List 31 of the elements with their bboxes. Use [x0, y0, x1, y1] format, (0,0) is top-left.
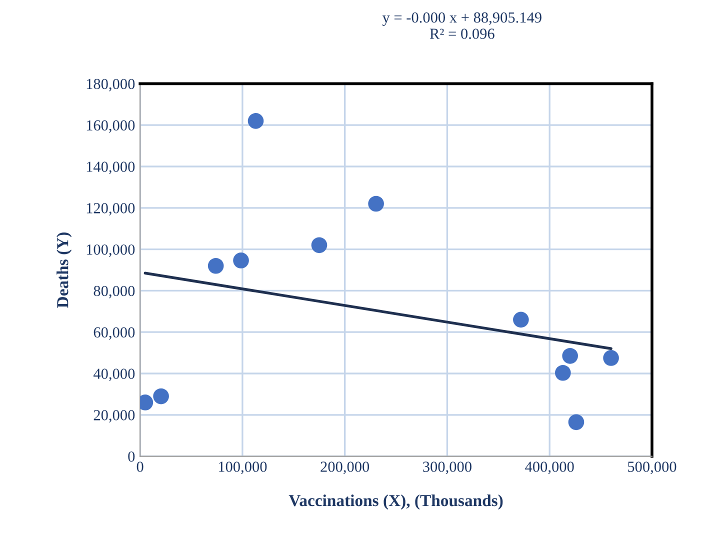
- y-tick-label: 60,000: [94, 327, 135, 340]
- point: [311, 237, 328, 254]
- y-tick-label: 100,000: [86, 244, 135, 257]
- x-tick-label: 300,000: [423, 462, 472, 474]
- y-tick-label: 40,000: [93, 368, 135, 382]
- text: R² = 0.096: [430, 28, 494, 39]
- x-tick-label: 500,000: [628, 462, 676, 474]
- y-tick-label: 120,000: [86, 203, 135, 216]
- y-axis-title: Deaths (Y): [56, 232, 72, 308]
- point: [233, 252, 249, 268]
- x-tick-label: 200,000: [320, 462, 370, 474]
- y-tick-label: 140,000: [86, 162, 135, 174]
- text: y = -0.000 x + 88,905.149: [382, 12, 542, 26]
- x-axis-title: Vaccinations (X), (Thousands): [288, 494, 503, 510]
- y-tick-label: 0: [128, 451, 135, 462]
- y-tick-label: 20,000: [94, 410, 135, 423]
- point: [368, 196, 384, 212]
- point: [554, 364, 571, 381]
- x-tick-label: 0: [136, 462, 144, 472]
- point: [603, 350, 619, 366]
- point: [562, 348, 578, 364]
- point: [248, 113, 264, 129]
- point: [153, 388, 169, 404]
- y-tick-label: 180,000: [86, 78, 135, 92]
- y-tick-label: 80,000: [94, 286, 135, 298]
- point: [208, 258, 224, 274]
- point: [568, 414, 584, 430]
- y-tick-label: 160,000: [86, 120, 135, 133]
- x-tick-label: 100,000: [218, 462, 267, 474]
- point: [513, 312, 529, 328]
- x-tick-label: 400,000: [525, 462, 574, 474]
